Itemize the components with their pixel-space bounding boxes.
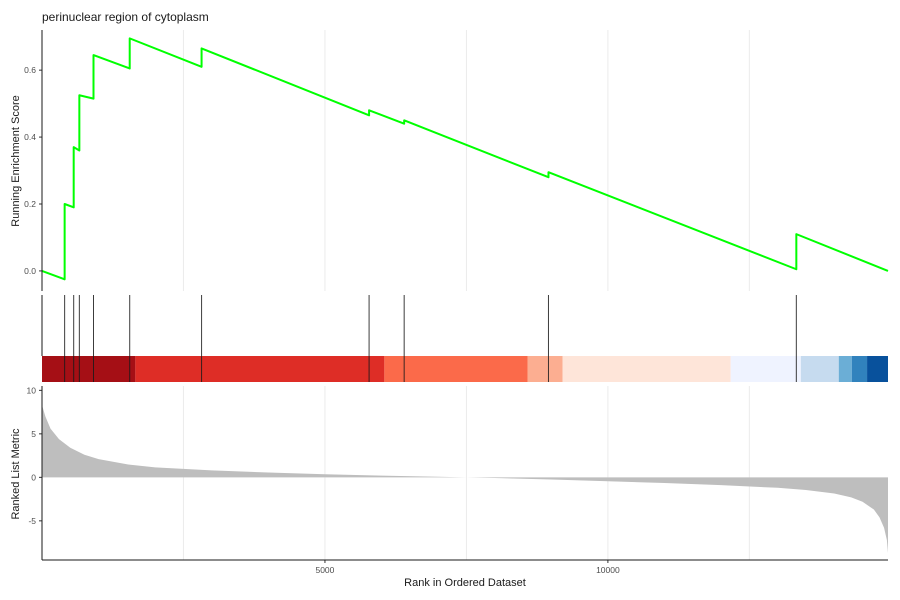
running-enrichment-panel: 0.0 0.2 0.4 0.6 [24,30,889,291]
p1-y-tick-label-0.2: 0.2 [24,199,36,209]
rank-color-band-4 [527,356,563,382]
x-tick-label-5000: 5000 [315,565,334,575]
gene-hits-panel [41,295,888,382]
ranked-list-panel: -5 0 5 10 5000 10000 [27,385,888,575]
chart-title: perinuclear region of cytoplasm [42,10,209,24]
x-tick-label-10000: 10000 [596,565,620,575]
rank-color-band-1 [42,356,136,382]
rank-color-band-7 [800,356,839,382]
p1-y-tick-label-0.6: 0.6 [24,65,36,75]
x-axis-title: Rank in Ordered Dataset [404,577,526,589]
p3-y-tick-label--5: -5 [28,516,36,526]
p3-y-tick-label-5: 5 [31,429,36,439]
rank-color-band-10 [867,356,888,382]
rank-color-band-8 [838,356,852,382]
ranked-list-ylabel: Ranked List Metric [10,428,22,520]
running-es-line [41,37,889,281]
p1-y-tick-label-0.0: 0.0 [24,266,36,276]
running-enrichment-ylabel: Running Enrichment Score [10,95,22,226]
rank-color-band-6 [730,356,801,382]
rank-color-band-3 [384,356,528,382]
rank-color-band-2 [135,356,385,382]
p3-y-tick-label-0: 0 [31,472,36,482]
rank-color-band-5 [562,356,731,382]
ranked-metric-area [42,405,888,554]
p3-y-tick-label-10: 10 [27,385,37,395]
p1-y-tick-label-0.4: 0.4 [24,132,36,142]
rank-color-band-9 [851,356,868,382]
